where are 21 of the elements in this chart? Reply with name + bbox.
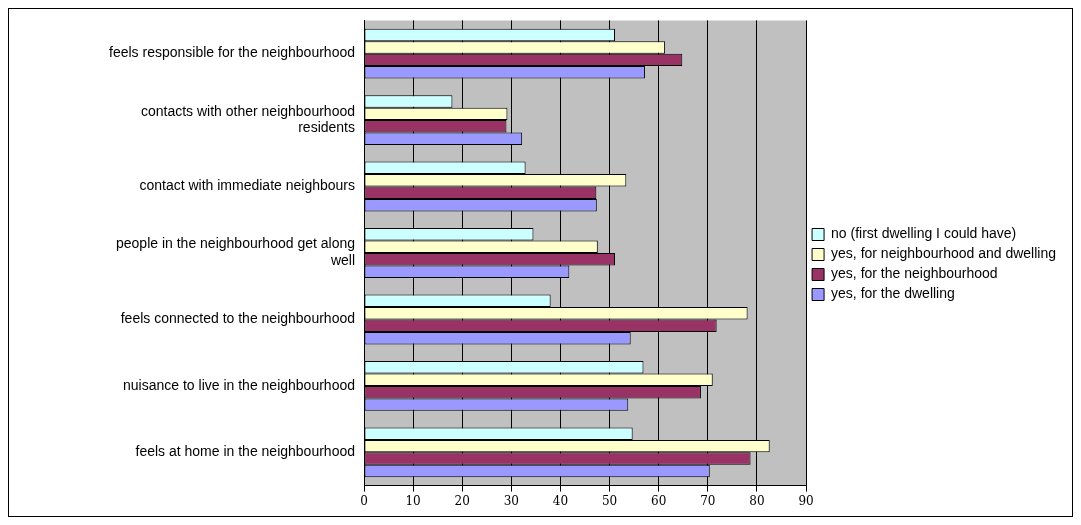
x-tick-label: 90: [798, 493, 814, 508]
y-tick-label: people in the neighbourhood get along well: [116, 235, 355, 269]
y-tick-label: contact with immediate neighbours: [139, 177, 355, 194]
x-tick-label: 80: [749, 493, 765, 508]
y-tick-label: nuisance to live in the neighbourhood: [123, 376, 355, 393]
legend-label: yes, for neighbourhood and dwelling: [831, 245, 1056, 262]
y-tick-label: feels at home in the neighbourhood: [135, 443, 355, 460]
legend-label: yes, for the neighbourhood: [831, 265, 998, 282]
x-tick-label: 70: [700, 493, 716, 508]
y-tick-label: feels connected to the neighbourhood: [120, 310, 355, 327]
x-tick-label: 30: [503, 493, 519, 508]
y-tick-label: contacts with other neighbourhood residents: [140, 102, 355, 136]
legend-label: no (first dwelling I could have): [831, 225, 1017, 242]
y-tick-label: feels responsible for the neighbourhood: [109, 44, 355, 61]
x-tick-label: 10: [405, 493, 421, 508]
x-tick-label: 40: [552, 493, 569, 508]
x-tick-label: 0: [360, 493, 368, 508]
x-tick-label: 20: [454, 493, 470, 508]
x-tick-label: 50: [601, 493, 618, 508]
x-tick-label: 60: [651, 493, 667, 508]
legend-label: yes, for the dwelling: [831, 285, 955, 302]
